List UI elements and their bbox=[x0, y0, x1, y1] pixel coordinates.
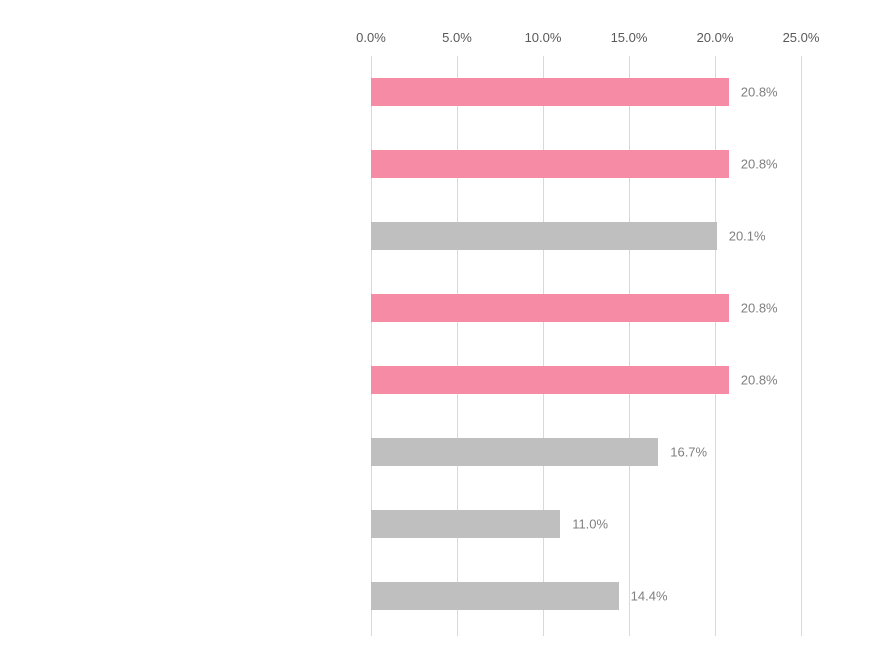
bar-value-label: 20.8% bbox=[741, 85, 778, 100]
gridline bbox=[543, 56, 544, 636]
bar-row: 20.8% bbox=[371, 150, 801, 178]
bar bbox=[371, 222, 717, 250]
bar-value-label: 20.8% bbox=[741, 373, 778, 388]
gridline bbox=[629, 56, 630, 636]
plot-area: 20.8% 20.8% 20.1% 20.8% 20.8% 16.7% 11.0% 14.4% bbox=[371, 56, 801, 636]
x-axis-tick-label: 5.0% bbox=[442, 30, 472, 45]
gridline bbox=[371, 56, 372, 636]
bar-value-label: 20.8% bbox=[741, 301, 778, 316]
bar-row: 20.8% bbox=[371, 366, 801, 394]
bar bbox=[371, 294, 729, 322]
bar bbox=[371, 366, 729, 394]
bar bbox=[371, 78, 729, 106]
x-axis-tick-label: 20.0% bbox=[697, 30, 734, 45]
bar bbox=[371, 510, 560, 538]
bar-row: 20.1% bbox=[371, 222, 801, 250]
bar-value-label: 20.8% bbox=[741, 157, 778, 172]
bar-row: 16.7% bbox=[371, 438, 801, 466]
bar-row: 20.8% bbox=[371, 294, 801, 322]
gridline bbox=[801, 56, 802, 636]
bar-value-label: 14.4% bbox=[631, 589, 668, 604]
bar-row: 14.4% bbox=[371, 582, 801, 610]
gridline bbox=[457, 56, 458, 636]
bar bbox=[371, 438, 658, 466]
gridline bbox=[715, 56, 716, 636]
x-axis-tick-label: 25.0% bbox=[783, 30, 820, 45]
bar-row: 20.8% bbox=[371, 78, 801, 106]
bar-chart: 20.8% 20.8% 20.1% 20.8% 20.8% 16.7% 11.0% 14.4%… bbox=[0, 0, 881, 653]
bar-value-label: 11.0% bbox=[572, 517, 608, 532]
x-axis-tick-label: 0.0% bbox=[356, 30, 386, 45]
bar-value-label: 16.7% bbox=[670, 445, 707, 460]
bar bbox=[371, 582, 619, 610]
x-axis-tick-label: 15.0% bbox=[611, 30, 648, 45]
x-axis-tick-label: 10.0% bbox=[525, 30, 562, 45]
bar-row: 11.0% bbox=[371, 510, 801, 538]
bar bbox=[371, 150, 729, 178]
bar-value-label: 20.1% bbox=[729, 229, 766, 244]
